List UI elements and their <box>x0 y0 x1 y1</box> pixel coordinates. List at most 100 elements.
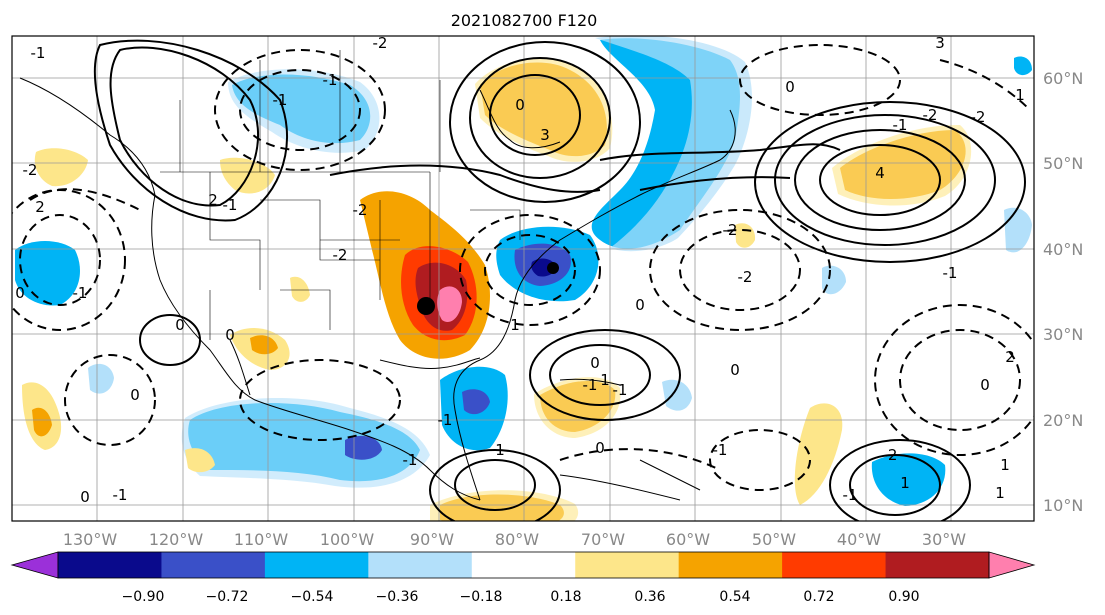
contour-label: -1 <box>893 116 908 134</box>
contour-label: 1 <box>510 316 520 334</box>
colorbar-segment <box>885 552 990 578</box>
positive-anomaly-pacific-nw <box>34 148 88 187</box>
contour-label: 0 <box>175 316 185 334</box>
latitude-labels: 60°N 50°N 40°N 30°N 20°N 10°N <box>1043 69 1083 515</box>
contour-label: -2 <box>23 161 38 179</box>
positive-anomaly-central-us-max <box>437 286 462 322</box>
colorbar-tick-label: 0.54 <box>719 589 750 605</box>
contour-label: -1 <box>273 91 288 109</box>
storm-center-marker-east <box>547 262 559 274</box>
positive-anomaly-small-atl <box>735 223 756 248</box>
lon-label: 60°W <box>666 530 710 549</box>
storm-center-marker <box>417 297 435 315</box>
positive-anomaly-mexico-south <box>185 448 215 473</box>
longitude-labels: 130°W 120°W 110°W 100°W 90°W 80°W 70°W 6… <box>63 530 966 549</box>
contour-label: 3 <box>540 126 550 144</box>
contour-label: 2 <box>1005 348 1015 366</box>
contour-label: 1 <box>1000 456 1010 474</box>
colorbar-segment <box>575 552 680 578</box>
lon-label: 100°W <box>320 530 375 549</box>
negative-anomaly-mid-atlantic-small <box>822 265 846 295</box>
lon-label: 70°W <box>581 530 625 549</box>
contour-label: 0 <box>225 326 235 344</box>
lon-label: 40°W <box>837 530 881 549</box>
negative-anomaly-east-atlantic <box>871 453 946 506</box>
positive-anomaly-hudson-outer <box>475 58 613 162</box>
contour-label: 0 <box>590 354 600 372</box>
contour-label: 0 <box>980 376 990 394</box>
lon-label: 30°W <box>922 530 966 549</box>
colorbar-tick-label: 0.36 <box>634 589 665 605</box>
map-title: 2021082700 F120 <box>451 11 598 30</box>
contour-label: 3 <box>935 34 945 52</box>
positive-anomaly-east-atl-sliver <box>794 403 843 505</box>
contour-label: -1 <box>943 264 958 282</box>
contour-label: -1 <box>713 441 728 459</box>
contour-label: -1 <box>583 376 598 394</box>
colorbar-tick-label: −0.36 <box>376 589 419 605</box>
negative-anomaly-canada-outline <box>228 69 380 153</box>
contour-label: 1 <box>1015 86 1025 104</box>
lat-label: 20°N <box>1043 411 1083 430</box>
negative-anomaly-caribbean-core <box>462 389 490 415</box>
lon-label: 120°W <box>149 530 204 549</box>
lat-label: 10°N <box>1043 496 1083 515</box>
contour-label: 1 <box>600 371 610 389</box>
positive-anomaly-mexico-core <box>250 335 278 355</box>
colorbar-segment <box>782 552 887 578</box>
colorbar-tick-label: −0.90 <box>122 589 165 605</box>
contour-label: -2 <box>738 268 753 286</box>
lat-label: 40°N <box>1043 240 1083 259</box>
contour-label: -1 <box>403 451 418 469</box>
contour-label: -2 <box>353 201 368 219</box>
contour-label: -1 <box>323 71 338 89</box>
colorbar-segment <box>368 552 473 578</box>
colorbar-tick-label: −0.54 <box>291 589 334 605</box>
lon-label: 130°W <box>63 530 118 549</box>
lon-label: 110°W <box>234 530 289 549</box>
contour-label: -1 <box>223 196 238 214</box>
contour-label: 1 <box>495 441 505 459</box>
contour-label: -1 <box>113 486 128 504</box>
positive-anomaly-pacific-w-core <box>32 407 52 437</box>
colorbar-tick-label: −0.72 <box>206 589 249 605</box>
contour-label: -2 <box>971 108 986 126</box>
colorbar-tick-label: −0.18 <box>460 589 503 605</box>
contour-label: 2 <box>208 191 218 209</box>
colorbar-segment <box>678 552 783 578</box>
contour-label: -1 <box>843 486 858 504</box>
colorbar-segment <box>264 552 369 578</box>
colorbar-segment <box>161 552 266 578</box>
dashed-contours <box>12 44 1034 491</box>
lat-label: 60°N <box>1043 69 1083 88</box>
contour-label: -2 <box>883 446 898 464</box>
contour-label: -1 <box>73 284 88 302</box>
contour-label: -1 <box>31 44 46 62</box>
contour-label: -2 <box>723 221 738 239</box>
contour-label: 0 <box>595 439 605 457</box>
colorbar-segment <box>471 552 576 578</box>
lon-label: 80°W <box>495 530 539 549</box>
contour-label: 2 <box>35 198 45 216</box>
negative-anomaly-pacific <box>15 241 80 306</box>
colorbar-extend-high <box>988 551 1036 579</box>
lon-label: 50°W <box>752 530 796 549</box>
contour-label: -2 <box>923 106 938 124</box>
negative-anomaly-atlantic-light <box>595 36 752 252</box>
contour-label: 4 <box>875 164 885 182</box>
lon-label: 90°W <box>410 530 454 549</box>
negative-anomaly-pacific-small <box>88 363 114 394</box>
lat-label: 50°N <box>1043 154 1083 173</box>
contour-label: 1 <box>995 484 1005 502</box>
colorbar-tick-label: 0.72 <box>803 589 834 605</box>
positive-anomaly-south-outer <box>430 490 579 521</box>
colorbar-extend-low <box>10 551 59 579</box>
colorbar-labels: −0.90 −0.72 −0.54 −0.36 −0.18 0.18 0.36 … <box>122 589 920 605</box>
positive-anomaly-plains-small <box>290 276 310 302</box>
positive-anomaly-caribbean-outer <box>534 377 621 438</box>
contour-label: -1 <box>438 411 453 429</box>
contour-label: 0 <box>785 78 795 96</box>
